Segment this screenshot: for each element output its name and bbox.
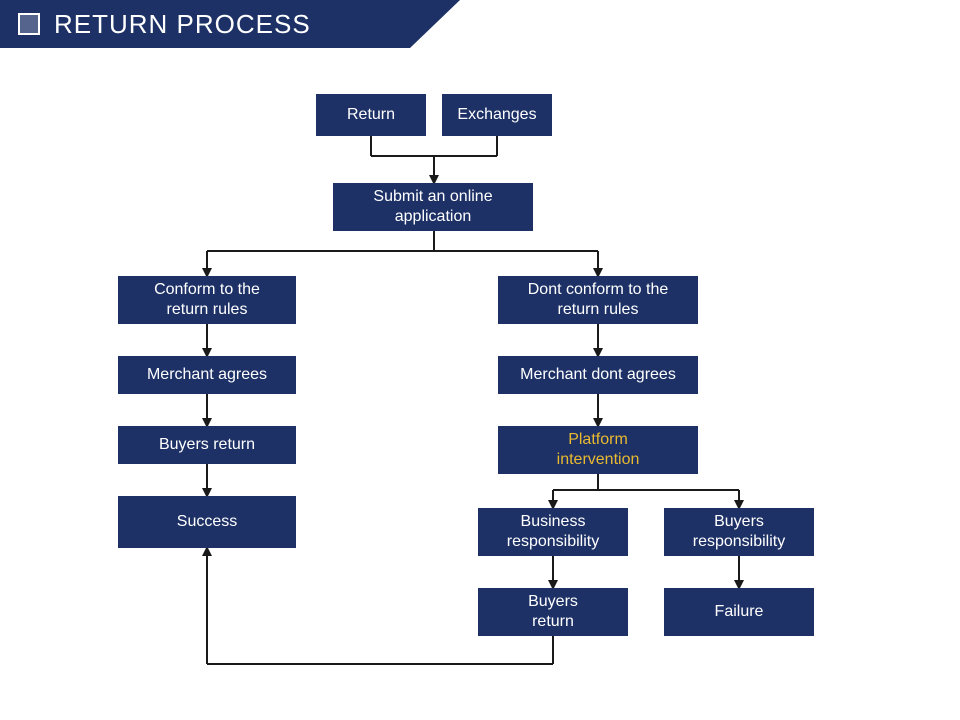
node-notconform: Dont conform to thereturn rules (498, 276, 698, 324)
node-buyret2: Buyersreturn (478, 588, 628, 636)
node-buyresp: Buyersresponsibility (664, 508, 814, 556)
header-subtitle: PROFESSIONAL OUALITY VISIBLE (450, 17, 674, 31)
header-square-icon (18, 13, 40, 35)
node-platform: Platformintervention (498, 426, 698, 474)
node-submit: Submit an onlineapplication (333, 183, 533, 231)
page-header: PROFESSIONAL OUALITY VISIBLE RETURN PROC… (0, 0, 960, 48)
node-magree: Merchant agrees (118, 356, 296, 394)
node-return: Return (316, 94, 426, 136)
node-mdisagree: Merchant dont agrees (498, 356, 698, 394)
node-success: Success (118, 496, 296, 548)
node-conform: Conform to thereturn rules (118, 276, 296, 324)
header-blue-bar: RETURN PROCESS (0, 0, 410, 48)
node-buyret1: Buyers return (118, 426, 296, 464)
flowchart-canvas: Return Exchanges Submit an onlineapplicati… (0, 48, 960, 720)
header-title: RETURN PROCESS (54, 9, 311, 40)
node-exchanges: Exchanges (442, 94, 552, 136)
node-failure: Failure (664, 588, 814, 636)
node-bizresp: Businessresponsibility (478, 508, 628, 556)
